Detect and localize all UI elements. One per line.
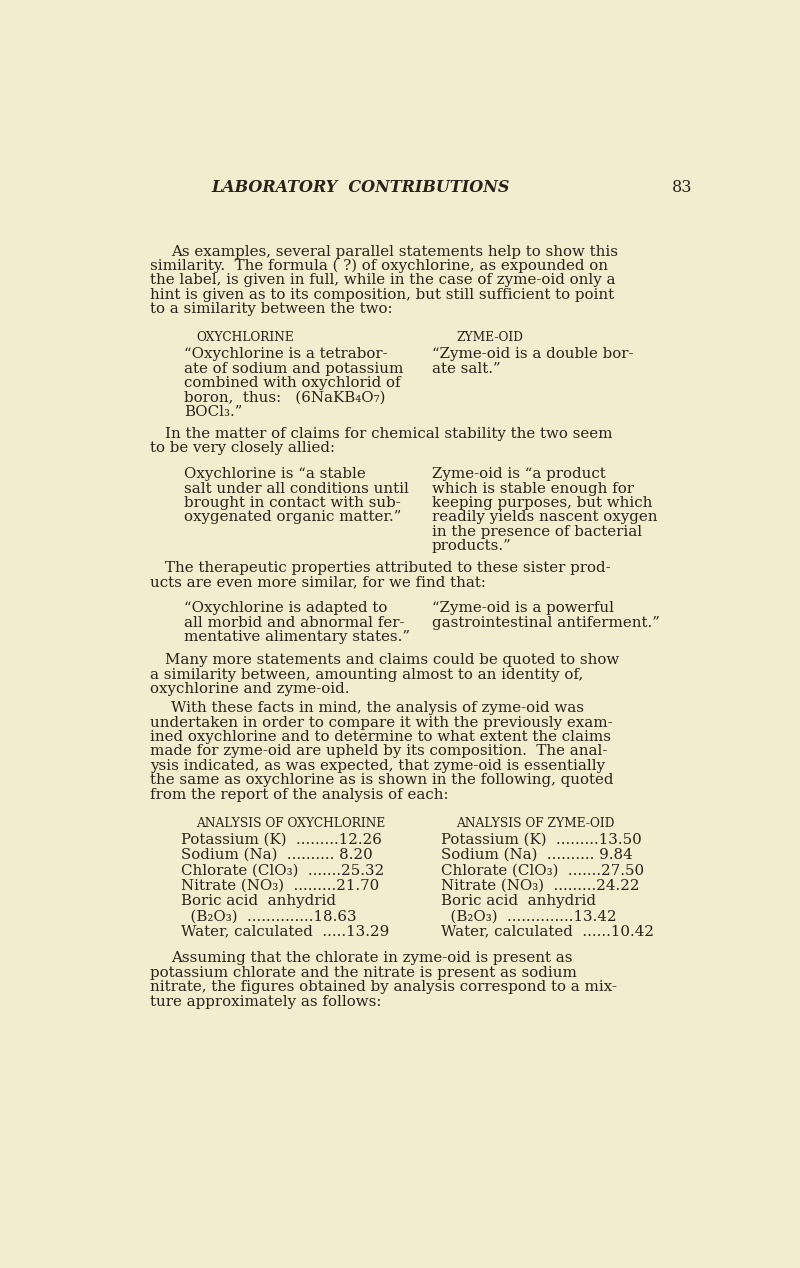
Text: Sodium (Na)  .......... 9.84: Sodium (Na) .......... 9.84: [441, 848, 633, 862]
Text: salt under all conditions until: salt under all conditions until: [184, 482, 409, 496]
Text: Potassium (K)  .........13.50: Potassium (K) .........13.50: [441, 833, 642, 847]
Text: In the matter of claims for chemical stability the two seem: In the matter of claims for chemical sta…: [165, 426, 613, 440]
Text: ate of sodium and potassium: ate of sodium and potassium: [184, 361, 403, 375]
Text: brought in contact with sub-: brought in contact with sub-: [184, 496, 401, 510]
Text: ture approximately as follows:: ture approximately as follows:: [150, 995, 381, 1009]
Text: Assuming that the chlorate in zyme-oid is present as: Assuming that the chlorate in zyme-oid i…: [171, 951, 573, 965]
Text: from the report of the analysis of each:: from the report of the analysis of each:: [150, 787, 448, 801]
Text: products.”: products.”: [432, 539, 511, 553]
Text: “Oxychlorine is a tetrabor-: “Oxychlorine is a tetrabor-: [184, 347, 387, 361]
Text: BOCl₃.”: BOCl₃.”: [184, 404, 242, 418]
Text: Many more statements and claims could be quoted to show: Many more statements and claims could be…: [165, 653, 619, 667]
Text: ucts are even more similar, for we find that:: ucts are even more similar, for we find …: [150, 576, 486, 590]
Text: ZYME-OID: ZYME-OID: [457, 331, 523, 344]
Text: made for zyme-oid are upheld by its composition.  The anal-: made for zyme-oid are upheld by its comp…: [150, 744, 607, 758]
Text: Nitrate (NO₃)  .........24.22: Nitrate (NO₃) .........24.22: [441, 879, 639, 893]
Text: The therapeutic properties attributed to these sister prod-: The therapeutic properties attributed to…: [165, 560, 610, 574]
Text: hint is given as to its composition, but still sufficient to point: hint is given as to its composition, but…: [150, 288, 614, 302]
Text: keeping purposes, but which: keeping purposes, but which: [432, 496, 652, 510]
Text: “Oxychlorine is adapted to: “Oxychlorine is adapted to: [184, 601, 387, 615]
Text: similarity.  The formula ( ?) of oxychlorine, as expounded on: similarity. The formula ( ?) of oxychlor…: [150, 259, 608, 274]
Text: Water, calculated  ......10.42: Water, calculated ......10.42: [441, 924, 654, 938]
Text: LABORATORY  CONTRIBUTIONS: LABORATORY CONTRIBUTIONS: [211, 180, 510, 197]
Text: (B₂O₃)  ..............18.63: (B₂O₃) ..............18.63: [181, 909, 356, 923]
Text: ate salt.”: ate salt.”: [432, 361, 500, 375]
Text: ysis indicated, as was expected, that zyme-oid is essentially: ysis indicated, as was expected, that zy…: [150, 760, 605, 773]
Text: all morbid and abnormal fer-: all morbid and abnormal fer-: [184, 616, 404, 630]
Text: in the presence of bacterial: in the presence of bacterial: [432, 525, 642, 539]
Text: Boric acid  anhydrid: Boric acid anhydrid: [181, 894, 336, 908]
Text: Boric acid  anhydrid: Boric acid anhydrid: [441, 894, 596, 908]
Text: OXYCHLORINE: OXYCHLORINE: [196, 331, 294, 344]
Text: gastrointestinal antiferment.”: gastrointestinal antiferment.”: [432, 616, 659, 630]
Text: to be very closely allied:: to be very closely allied:: [150, 441, 334, 455]
Text: ined oxychlorine and to determine to what extent the claims: ined oxychlorine and to determine to wha…: [150, 730, 610, 744]
Text: Oxychlorine is “a stable: Oxychlorine is “a stable: [184, 467, 366, 481]
Text: oxygenated organic matter.”: oxygenated organic matter.”: [184, 511, 401, 525]
Text: ANALYSIS OF ZYME-OID: ANALYSIS OF ZYME-OID: [457, 817, 615, 829]
Text: (B₂O₃)  ..............13.42: (B₂O₃) ..............13.42: [441, 909, 617, 923]
Text: Chlorate (ClO₃)  .......25.32: Chlorate (ClO₃) .......25.32: [181, 864, 384, 877]
Text: the label, is given in full, while in the case of zyme-oid only a: the label, is given in full, while in th…: [150, 274, 615, 288]
Text: ANALYSIS OF OXYCHLORINE: ANALYSIS OF OXYCHLORINE: [196, 817, 386, 829]
Text: potassium chlorate and the nitrate is present as sodium: potassium chlorate and the nitrate is pr…: [150, 966, 577, 980]
Text: Sodium (Na)  .......... 8.20: Sodium (Na) .......... 8.20: [181, 848, 372, 862]
Text: boron,  thus:   (6NaKB₄O₇): boron, thus: (6NaKB₄O₇): [184, 391, 385, 404]
Text: “Zyme-oid is a powerful: “Zyme-oid is a powerful: [432, 601, 614, 615]
Text: Potassium (K)  .........12.26: Potassium (K) .........12.26: [181, 833, 382, 847]
Text: 83: 83: [672, 180, 692, 197]
Text: With these facts in mind, the analysis of zyme-oid was: With these facts in mind, the analysis o…: [171, 701, 584, 715]
Text: Zyme-oid is “a product: Zyme-oid is “a product: [432, 467, 606, 481]
Text: Chlorate (ClO₃)  .......27.50: Chlorate (ClO₃) .......27.50: [441, 864, 644, 877]
Text: Nitrate (NO₃)  .........21.70: Nitrate (NO₃) .........21.70: [181, 879, 379, 893]
Text: Water, calculated  .....13.29: Water, calculated .....13.29: [181, 924, 389, 938]
Text: nitrate, the figures obtained by analysis correspond to a mix-: nitrate, the figures obtained by analysi…: [150, 980, 617, 994]
Text: which is stable enough for: which is stable enough for: [432, 482, 634, 496]
Text: As examples, several parallel statements help to show this: As examples, several parallel statements…: [171, 245, 618, 259]
Text: combined with oxychlorid of: combined with oxychlorid of: [184, 377, 400, 391]
Text: “Zyme-oid is a double bor-: “Zyme-oid is a double bor-: [432, 347, 634, 361]
Text: to a similarity between the two:: to a similarity between the two:: [150, 302, 392, 316]
Text: readily yields nascent oxygen: readily yields nascent oxygen: [432, 511, 658, 525]
Text: a similarity between, amounting almost to an identity of,: a similarity between, amounting almost t…: [150, 668, 583, 682]
Text: oxychlorine and zyme-oid.: oxychlorine and zyme-oid.: [150, 682, 349, 696]
Text: undertaken in order to compare it with the previously exam-: undertaken in order to compare it with t…: [150, 715, 612, 729]
Text: mentative alimentary states.”: mentative alimentary states.”: [184, 630, 410, 644]
Text: the same as oxychlorine as is shown in the following, quoted: the same as oxychlorine as is shown in t…: [150, 773, 613, 787]
